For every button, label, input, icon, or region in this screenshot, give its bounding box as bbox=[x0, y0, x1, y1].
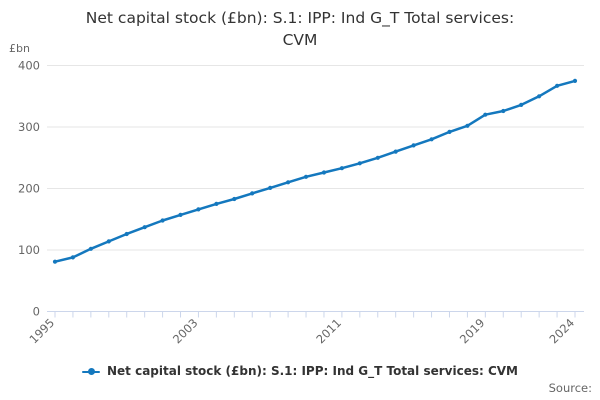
data-point[interactable] bbox=[447, 129, 452, 134]
data-point[interactable] bbox=[411, 143, 416, 148]
line-chart-plot-area: 0 100 200 300 400 1995 2003 2011 2019 2024 bbox=[18, 59, 584, 347]
x-axis-tick-label: 2003 bbox=[170, 316, 201, 347]
data-point[interactable] bbox=[303, 174, 309, 179]
series-line bbox=[53, 79, 577, 263]
x-axis-tick-label: 2019 bbox=[457, 316, 488, 347]
data-point[interactable] bbox=[52, 259, 58, 264]
y-axis-unit-label: £bn bbox=[9, 42, 30, 55]
legend-series-label: Net capital stock (£bn): S.1: IPP: Ind G… bbox=[106, 364, 518, 378]
data-point[interactable] bbox=[124, 231, 129, 237]
y-axis-tick-label: 100 bbox=[18, 243, 40, 257]
x-axis-tick-label: 2024 bbox=[547, 316, 578, 347]
data-point[interactable] bbox=[465, 123, 470, 128]
legend[interactable]: Net capital stock (£bn): S.1: IPP: Ind G… bbox=[0, 364, 600, 378]
y-axis-tick-label: 0 bbox=[33, 305, 40, 319]
data-point[interactable] bbox=[214, 201, 219, 206]
data-point[interactable] bbox=[286, 180, 291, 185]
data-point[interactable] bbox=[196, 207, 201, 212]
chart-title: Net capital stock (£bn): S.1: IPP: Ind G… bbox=[85, 9, 515, 49]
data-point[interactable] bbox=[88, 246, 93, 251]
data-point[interactable] bbox=[70, 255, 75, 260]
data-point[interactable] bbox=[375, 155, 380, 160]
data-point[interactable] bbox=[537, 94, 542, 99]
data-point[interactable] bbox=[519, 102, 524, 107]
data-point[interactable] bbox=[357, 161, 362, 166]
y-axis-tick-label: 400 bbox=[18, 59, 40, 73]
source-attribution: Source: bbox=[548, 381, 592, 395]
data-point[interactable] bbox=[268, 185, 273, 190]
data-point[interactable] bbox=[321, 170, 327, 175]
x-axis-tick-label: 2011 bbox=[313, 316, 344, 347]
data-point[interactable] bbox=[572, 78, 578, 83]
data-point[interactable] bbox=[106, 239, 111, 244]
y-axis-tick-label: 300 bbox=[18, 120, 40, 134]
data-point[interactable] bbox=[232, 196, 237, 202]
data-point[interactable] bbox=[178, 212, 183, 217]
x-axis-tick-label: 1995 bbox=[27, 316, 58, 347]
y-axis-tick-label: 200 bbox=[18, 182, 40, 196]
legend-dot-icon bbox=[88, 368, 96, 375]
data-point[interactable] bbox=[393, 149, 398, 154]
data-point[interactable] bbox=[555, 83, 560, 88]
data-point[interactable] bbox=[429, 137, 434, 142]
legend-line-marker-icon bbox=[81, 367, 100, 376]
data-point[interactable] bbox=[339, 166, 344, 171]
data-point[interactable] bbox=[250, 191, 255, 196]
data-point[interactable] bbox=[483, 112, 488, 117]
data-point[interactable] bbox=[160, 218, 165, 223]
data-point[interactable] bbox=[142, 225, 147, 230]
data-point[interactable] bbox=[501, 108, 506, 114]
